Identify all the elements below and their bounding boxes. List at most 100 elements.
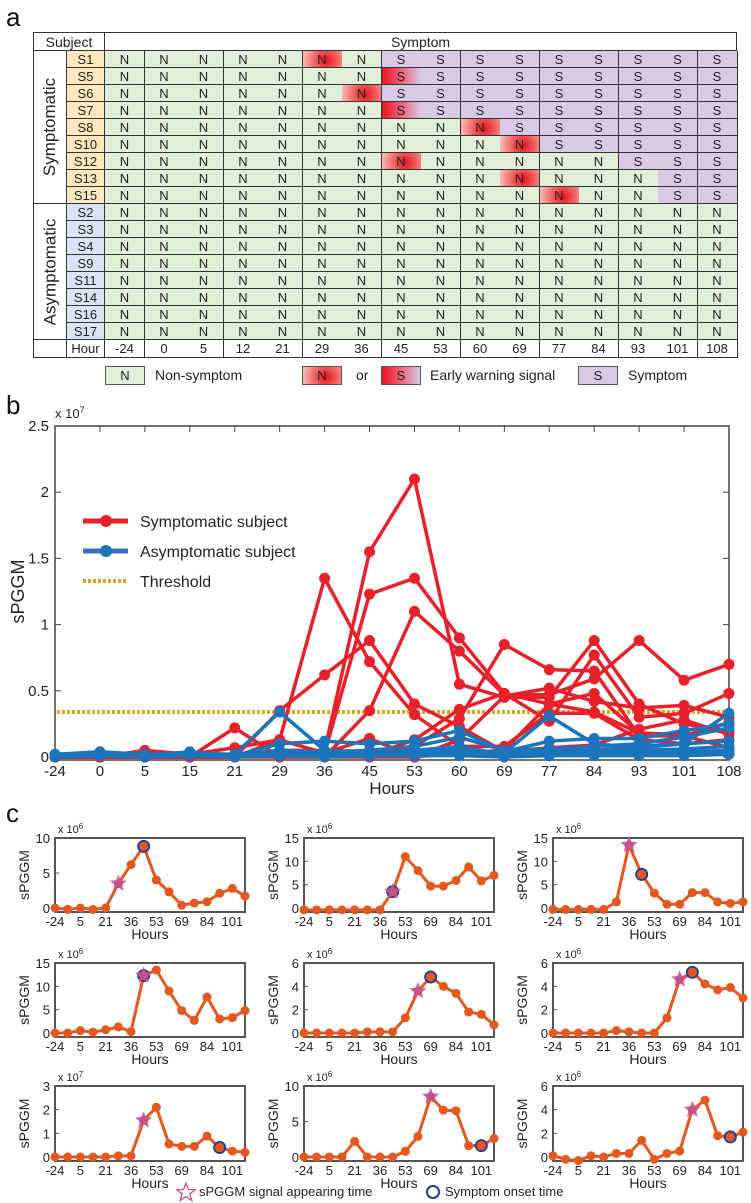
- series-point: [548, 904, 558, 914]
- asymptomatic-series-point: [498, 751, 510, 763]
- hour-cell: 69: [500, 340, 540, 358]
- x-tick-label: 53: [647, 1163, 661, 1178]
- x-tick-label: 77: [541, 763, 558, 780]
- y-axis-label: sPGGM: [265, 975, 281, 1025]
- x-tick-label: 36: [124, 1039, 138, 1054]
- series-point: [700, 1095, 710, 1105]
- onset-circle-marker: [474, 1139, 488, 1153]
- y-tick-label: 0: [292, 1150, 299, 1165]
- series-point: [388, 1152, 398, 1162]
- x-tick-label: 53: [398, 1039, 412, 1054]
- series-point: [227, 1013, 237, 1023]
- subject-cell: S15: [67, 187, 105, 204]
- asymptomatic-series-point: [453, 750, 465, 762]
- series-point: [624, 1148, 634, 1158]
- series-point: [350, 1028, 360, 1038]
- symptomatic-series-point: [633, 711, 645, 723]
- series-line: [304, 853, 495, 912]
- series-point: [548, 1028, 558, 1038]
- asymptomatic-series-point: [139, 751, 151, 763]
- y-multiplier: x 107: [58, 1070, 84, 1084]
- x-tick-label: 53: [149, 1039, 163, 1054]
- series-point: [240, 1006, 250, 1016]
- series-point: [675, 1146, 685, 1156]
- subject-cell: S9: [67, 255, 105, 272]
- symptomatic-series-point: [498, 691, 510, 703]
- series-point: [400, 1146, 410, 1156]
- symptomatic-series-point: [633, 634, 645, 646]
- symptomatic-series-point: [364, 656, 376, 668]
- y-tick-label: 1: [41, 617, 49, 634]
- series-point: [50, 903, 60, 913]
- x-tick-label: 101: [719, 914, 741, 929]
- series-point: [611, 1026, 621, 1036]
- legend-warning-s-swatch: S: [381, 366, 421, 385]
- symptom-header: Symptom: [105, 32, 737, 51]
- x-tick-label: 5: [326, 1039, 333, 1054]
- series-point: [413, 1131, 423, 1141]
- y-tick-label: 2: [43, 1103, 50, 1118]
- status-cell: N: [697, 221, 738, 238]
- series-point: [126, 860, 136, 870]
- series-point: [400, 1013, 410, 1023]
- status-cell: S: [697, 85, 738, 102]
- series-point: [75, 1152, 85, 1162]
- y-multiplier-power: 6: [577, 1070, 582, 1079]
- panel-label-c: c: [6, 798, 19, 828]
- x-tick-label: -24: [46, 1039, 65, 1054]
- legend-symptomatic-marker: [100, 515, 112, 527]
- series-point: [451, 1106, 461, 1116]
- hour-cell: 101: [658, 340, 698, 358]
- series-point: [573, 904, 583, 914]
- series-point: [599, 1152, 609, 1162]
- x-tick-label: -24: [295, 1163, 314, 1178]
- x-tick-label: 21: [347, 1163, 361, 1178]
- x-tick-label: 36: [373, 1163, 387, 1178]
- circle-icon: [426, 1185, 440, 1199]
- series-line: [553, 970, 744, 1035]
- series-point: [426, 972, 436, 982]
- x-tick-label: 69: [672, 1163, 686, 1178]
- symptomatic-series-point: [408, 709, 420, 721]
- series-point: [113, 1151, 123, 1161]
- series-point: [63, 1152, 73, 1162]
- small-plot-frame: [552, 1085, 744, 1162]
- y-multiplier-power: 6: [328, 1070, 333, 1079]
- y-tick-label: 5: [43, 1003, 50, 1018]
- status-cell: N: [697, 289, 738, 306]
- y-multiplier: x 106: [556, 822, 582, 836]
- symptomatic-series-point: [364, 588, 376, 600]
- subject-cell: S11: [67, 272, 105, 289]
- y-multiplier: x 106: [556, 1070, 582, 1084]
- small-plot-frame: [54, 962, 246, 1038]
- subject-header: Subject: [33, 32, 105, 51]
- asymptomatic-series-point: [94, 750, 106, 762]
- subject-cell: S1: [67, 51, 105, 68]
- asymptomatic-series-point: [723, 722, 735, 734]
- status-cell: S: [697, 51, 738, 68]
- series-point: [561, 904, 571, 914]
- y-axis-label: sPGGM: [514, 975, 530, 1025]
- x-tick-label: 93: [631, 763, 648, 780]
- y-tick-label: 2: [541, 1126, 548, 1141]
- series-point: [649, 1154, 659, 1164]
- y-multiplier-power: 6: [328, 947, 333, 956]
- x-tick-label: 53: [398, 914, 412, 929]
- y-multiplier: x 106: [307, 822, 333, 836]
- subject-cell: S3: [67, 221, 105, 238]
- legend-signal-label: sPGGM signal appearing time: [199, 1184, 373, 1199]
- asymptomatic-series-point: [319, 735, 331, 747]
- group-asymptomatic: Asymptomatic: [33, 204, 67, 340]
- symptomatic-series-point: [453, 632, 465, 644]
- series-point: [738, 897, 748, 907]
- legend-or: or: [356, 367, 369, 383]
- signal-star-marker: [409, 982, 427, 999]
- series-point: [725, 983, 735, 992]
- legend-symptom-label: Symptom: [628, 367, 688, 383]
- y-tick-label: 5: [292, 878, 299, 893]
- series-point: [489, 1134, 499, 1144]
- x-tick-label: 69: [423, 1039, 437, 1054]
- onset-circle-marker: [723, 1130, 737, 1144]
- series-point: [50, 1152, 60, 1162]
- y-tick-label: 5: [292, 1115, 299, 1130]
